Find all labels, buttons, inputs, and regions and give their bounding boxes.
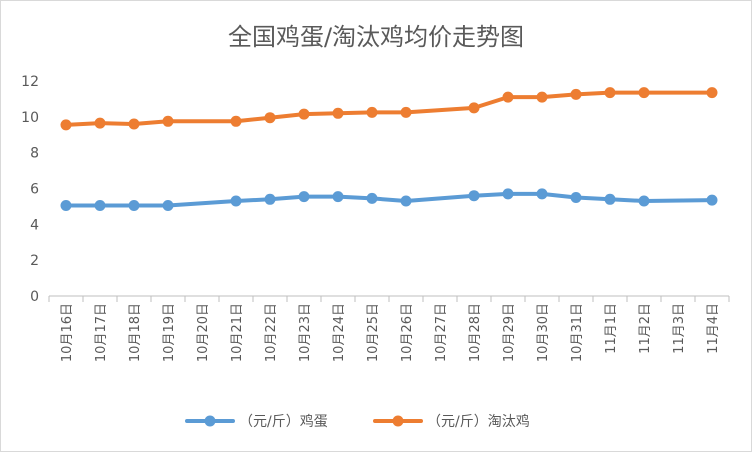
y-tick-label: 6 [30,182,39,198]
legend: （元/斤）鸡蛋 （元/斤）淘汰鸡 [185,413,530,430]
x-tick-label: 10月20日 [196,303,211,362]
x-tick-label: 11月1日 [604,303,619,354]
x-tick-label: 10月26日 [400,303,415,362]
y-tick-label: 8 [30,146,39,162]
data-point-0 [128,200,140,211]
y-tick-label: 10 [21,110,39,126]
x-tick-label: 10月24日 [332,303,347,362]
legend-label-0: （元/斤）鸡蛋 [239,413,328,430]
x-tick-label: 10月29日 [502,303,517,362]
x-tick-label: 10月19日 [162,303,177,362]
legend-label-1: （元/斤）淘汰鸡 [427,413,530,430]
data-point-0 [162,200,174,211]
data-point-0 [60,200,72,211]
x-tick-label: 11月4日 [706,303,721,354]
x-tick-label: 10月31日 [570,303,585,362]
data-point-1 [60,119,72,131]
series-layer [60,87,718,211]
x-tick-label: 10月17日 [94,303,109,362]
data-point-1 [332,107,344,119]
x-tick-label: 10月16日 [60,303,75,362]
data-point-1 [366,106,378,118]
data-point-0 [706,194,718,206]
y-tick-label: 0 [30,289,39,305]
data-point-1 [128,118,140,130]
y-tick-label: 2 [30,253,39,269]
data-point-1 [638,87,650,99]
data-point-0 [366,192,378,204]
data-point-1 [264,112,276,124]
data-point-1 [400,106,412,118]
data-point-1 [570,88,582,100]
legend-marker-1 [392,415,404,427]
y-tick-label: 12 [21,74,39,90]
x-tick-label: 10月28日 [468,303,483,362]
data-point-1 [94,117,106,129]
x-tick-label: 10月18日 [128,303,143,362]
data-point-0 [298,191,310,203]
data-point-1 [298,108,310,120]
data-point-0 [536,188,548,200]
x-tick-label: 11月3日 [672,303,687,354]
axes: 0 2 4 6 8 10 12 10月16日 10月17日 10月18日 10月19日 10月20日 1… [21,74,730,362]
data-point-1 [468,102,480,114]
data-point-1 [604,87,616,99]
data-point-0 [332,191,344,203]
chart-title: 全国鸡蛋/淘汰鸡均价走势图 [228,23,524,51]
x-tick-label: 10月27日 [434,303,449,362]
data-point-0 [264,193,276,205]
data-point-1 [706,87,718,99]
x-tick-label: 10月22日 [264,303,279,362]
x-tick-label: 10月21日 [230,303,245,362]
data-point-0 [638,195,650,207]
data-point-0 [400,195,412,207]
x-tick-label: 11月2日 [638,303,653,354]
data-point-0 [230,195,242,207]
data-point-0 [570,192,582,203]
data-point-1 [230,115,242,127]
data-point-1 [502,91,514,103]
legend-marker-0 [204,415,216,427]
x-tick-label: 10月23日 [298,303,313,362]
data-point-0 [94,200,106,211]
data-point-0 [502,188,514,200]
x-tick-label: 10月30日 [536,303,551,362]
y-tick-label: 4 [30,217,39,233]
data-point-0 [604,193,616,205]
x-tick-label: 10月25日 [366,303,381,362]
data-point-0 [468,190,480,202]
data-point-1 [162,115,174,127]
data-point-1 [536,91,548,103]
